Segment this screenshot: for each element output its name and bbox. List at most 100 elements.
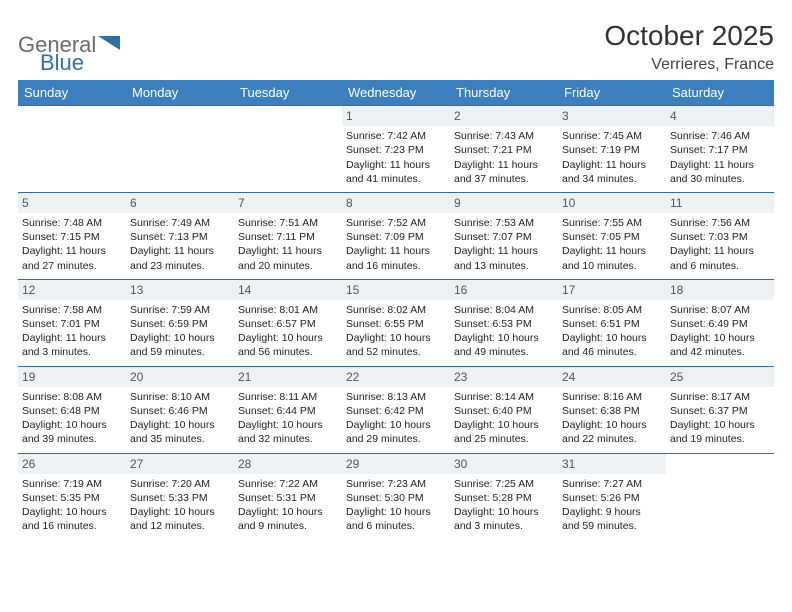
calendar-body: 1Sunrise: 7:42 AMSunset: 7:23 PMDaylight… [18, 106, 774, 540]
calendar-day-cell: 5Sunrise: 7:48 AMSunset: 7:15 PMDaylight… [18, 192, 126, 279]
daylight-text: and 23 minutes. [130, 259, 230, 273]
calendar-day-cell: 4Sunrise: 7:46 AMSunset: 7:17 PMDaylight… [666, 106, 774, 193]
daylight-text: Daylight: 10 hours [22, 418, 122, 432]
sunset-text: Sunset: 7:01 PM [22, 317, 122, 331]
day-number: 6 [126, 193, 234, 213]
daylight-text: Daylight: 11 hours [346, 158, 446, 172]
daylight-text: and 35 minutes. [130, 432, 230, 446]
sunset-text: Sunset: 7:09 PM [346, 230, 446, 244]
daylight-text: and 25 minutes. [454, 432, 554, 446]
sunset-text: Sunset: 7:19 PM [562, 143, 662, 157]
calendar-day-cell: 23Sunrise: 8:14 AMSunset: 6:40 PMDayligh… [450, 366, 558, 453]
daylight-text: and 12 minutes. [130, 519, 230, 533]
calendar-day-cell: 24Sunrise: 8:16 AMSunset: 6:38 PMDayligh… [558, 366, 666, 453]
day-number: 31 [558, 454, 666, 474]
daylight-text: Daylight: 11 hours [22, 331, 122, 345]
sunset-text: Sunset: 6:40 PM [454, 404, 554, 418]
daylight-text: Daylight: 11 hours [670, 244, 770, 258]
header: General Blue October 2025 Verrieres, Fra… [18, 20, 774, 74]
sunset-text: Sunset: 7:13 PM [130, 230, 230, 244]
day-number: 17 [558, 280, 666, 300]
daylight-text: and 59 minutes. [130, 345, 230, 359]
calendar-day-cell: 6Sunrise: 7:49 AMSunset: 7:13 PMDaylight… [126, 192, 234, 279]
sunrise-text: Sunrise: 7:59 AM [130, 303, 230, 317]
day-number: 29 [342, 454, 450, 474]
sunrise-text: Sunrise: 7:55 AM [562, 216, 662, 230]
calendar-day-cell: 14Sunrise: 8:01 AMSunset: 6:57 PMDayligh… [234, 279, 342, 366]
calendar-day-cell: 31Sunrise: 7:27 AMSunset: 5:26 PMDayligh… [558, 453, 666, 539]
daylight-text: Daylight: 10 hours [22, 505, 122, 519]
sunset-text: Sunset: 5:33 PM [130, 491, 230, 505]
sunrise-text: Sunrise: 7:20 AM [130, 477, 230, 491]
sunrise-text: Sunrise: 7:58 AM [22, 303, 122, 317]
daylight-text: Daylight: 11 hours [130, 244, 230, 258]
sunset-text: Sunset: 5:30 PM [346, 491, 446, 505]
sunset-text: Sunset: 5:31 PM [238, 491, 338, 505]
day-number: 23 [450, 367, 558, 387]
daylight-text: and 3 minutes. [454, 519, 554, 533]
sunrise-text: Sunrise: 7:52 AM [346, 216, 446, 230]
daylight-text: and 42 minutes. [670, 345, 770, 359]
calendar-week-row: 12Sunrise: 7:58 AMSunset: 7:01 PMDayligh… [18, 279, 774, 366]
sunrise-text: Sunrise: 8:01 AM [238, 303, 338, 317]
day-number: 18 [666, 280, 774, 300]
calendar-day-cell: 11Sunrise: 7:56 AMSunset: 7:03 PMDayligh… [666, 192, 774, 279]
calendar-day-cell: 30Sunrise: 7:25 AMSunset: 5:28 PMDayligh… [450, 453, 558, 539]
sunset-text: Sunset: 6:53 PM [454, 317, 554, 331]
sunset-text: Sunset: 6:48 PM [22, 404, 122, 418]
daylight-text: Daylight: 11 hours [346, 244, 446, 258]
sunrise-text: Sunrise: 7:22 AM [238, 477, 338, 491]
day-number: 19 [18, 367, 126, 387]
day-number: 13 [126, 280, 234, 300]
daylight-text: Daylight: 11 hours [454, 158, 554, 172]
calendar-week-row: 26Sunrise: 7:19 AMSunset: 5:35 PMDayligh… [18, 453, 774, 539]
weekday-header: Tuesday [234, 80, 342, 106]
sunset-text: Sunset: 7:07 PM [454, 230, 554, 244]
calendar-table: SundayMondayTuesdayWednesdayThursdayFrid… [18, 80, 774, 539]
sunset-text: Sunset: 5:26 PM [562, 491, 662, 505]
calendar-day-cell: 8Sunrise: 7:52 AMSunset: 7:09 PMDaylight… [342, 192, 450, 279]
sunset-text: Sunset: 6:55 PM [346, 317, 446, 331]
daylight-text: Daylight: 11 hours [562, 244, 662, 258]
weekday-header: Friday [558, 80, 666, 106]
sunset-text: Sunset: 7:11 PM [238, 230, 338, 244]
day-number: 4 [666, 106, 774, 126]
daylight-text: Daylight: 11 hours [670, 158, 770, 172]
day-number: 26 [18, 454, 126, 474]
day-number: 14 [234, 280, 342, 300]
day-number: 9 [450, 193, 558, 213]
daylight-text: and 3 minutes. [22, 345, 122, 359]
calendar-day-cell: 28Sunrise: 7:22 AMSunset: 5:31 PMDayligh… [234, 453, 342, 539]
daylight-text: Daylight: 10 hours [346, 331, 446, 345]
daylight-text: and 39 minutes. [22, 432, 122, 446]
day-number: 5 [18, 193, 126, 213]
sunrise-text: Sunrise: 7:53 AM [454, 216, 554, 230]
calendar-day-cell: 13Sunrise: 7:59 AMSunset: 6:59 PMDayligh… [126, 279, 234, 366]
weekday-header: Saturday [666, 80, 774, 106]
sunrise-text: Sunrise: 8:11 AM [238, 390, 338, 404]
sunset-text: Sunset: 6:57 PM [238, 317, 338, 331]
sunset-text: Sunset: 6:49 PM [670, 317, 770, 331]
day-number: 25 [666, 367, 774, 387]
daylight-text: Daylight: 11 hours [454, 244, 554, 258]
sunrise-text: Sunrise: 8:16 AM [562, 390, 662, 404]
daylight-text: Daylight: 10 hours [454, 505, 554, 519]
daylight-text: and 37 minutes. [454, 172, 554, 186]
weekday-header: Thursday [450, 80, 558, 106]
day-number: 3 [558, 106, 666, 126]
day-number: 28 [234, 454, 342, 474]
sunset-text: Sunset: 6:46 PM [130, 404, 230, 418]
daylight-text: and 16 minutes. [346, 259, 446, 273]
daylight-text: Daylight: 10 hours [130, 331, 230, 345]
sunset-text: Sunset: 7:05 PM [562, 230, 662, 244]
calendar-day-cell [666, 453, 774, 539]
day-number: 11 [666, 193, 774, 213]
sunrise-text: Sunrise: 7:25 AM [454, 477, 554, 491]
sunset-text: Sunset: 6:38 PM [562, 404, 662, 418]
daylight-text: Daylight: 10 hours [454, 331, 554, 345]
daylight-text: and 27 minutes. [22, 259, 122, 273]
weekday-header: Sunday [18, 80, 126, 106]
daylight-text: and 34 minutes. [562, 172, 662, 186]
weekday-header: Wednesday [342, 80, 450, 106]
day-number: 30 [450, 454, 558, 474]
